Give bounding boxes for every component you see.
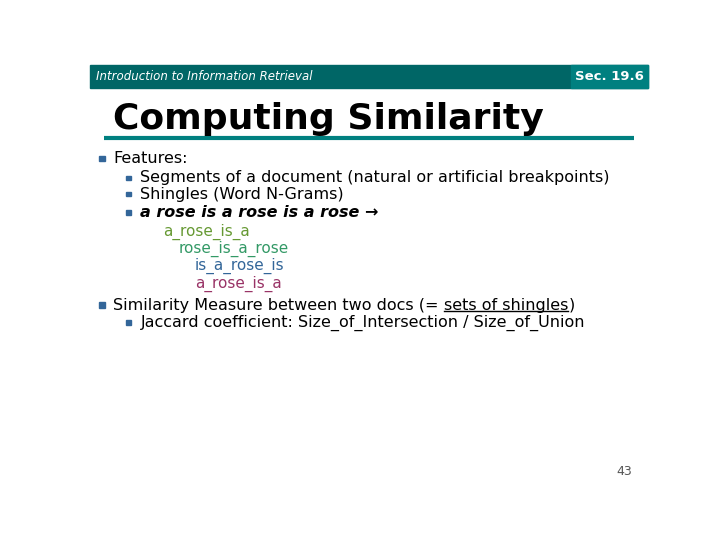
Text: a_rose_is_a: a_rose_is_a bbox=[163, 224, 251, 240]
Text: Introduction to Information Retrieval: Introduction to Information Retrieval bbox=[96, 70, 312, 83]
Text: sets of shingles: sets of shingles bbox=[444, 298, 568, 313]
Text: a_rose_is_a: a_rose_is_a bbox=[194, 275, 282, 292]
Text: Shingles (Word N-Grams): Shingles (Word N-Grams) bbox=[140, 187, 344, 201]
Text: rose_is_a_rose: rose_is_a_rose bbox=[179, 241, 289, 257]
Bar bbox=[99, 156, 104, 161]
Text: Similarity Measure between two docs (=: Similarity Measure between two docs (= bbox=[113, 298, 444, 313]
Bar bbox=[127, 210, 131, 215]
Text: Sec. 19.6: Sec. 19.6 bbox=[575, 70, 644, 83]
Text: Segments of a document (natural or artificial breakpoints): Segments of a document (natural or artif… bbox=[140, 171, 610, 186]
Text: a rose is a rose is a rose →: a rose is a rose is a rose → bbox=[140, 205, 379, 220]
Bar bbox=[127, 320, 131, 325]
Text: Jaccard coefficient: Size_of_Intersection / Size_of_Union: Jaccard coefficient: Size_of_Intersectio… bbox=[140, 315, 585, 331]
Text: 43: 43 bbox=[617, 465, 632, 478]
Text: Computing Similarity: Computing Similarity bbox=[113, 102, 544, 136]
Text: ): ) bbox=[568, 298, 575, 313]
Text: is_a_rose_is: is_a_rose_is bbox=[194, 258, 284, 274]
Text: Features:: Features: bbox=[113, 151, 188, 166]
Bar bbox=[127, 192, 131, 197]
Bar bbox=[127, 176, 131, 180]
Bar bbox=[99, 302, 104, 308]
Bar bbox=[90, 65, 648, 88]
Bar bbox=[570, 65, 648, 88]
